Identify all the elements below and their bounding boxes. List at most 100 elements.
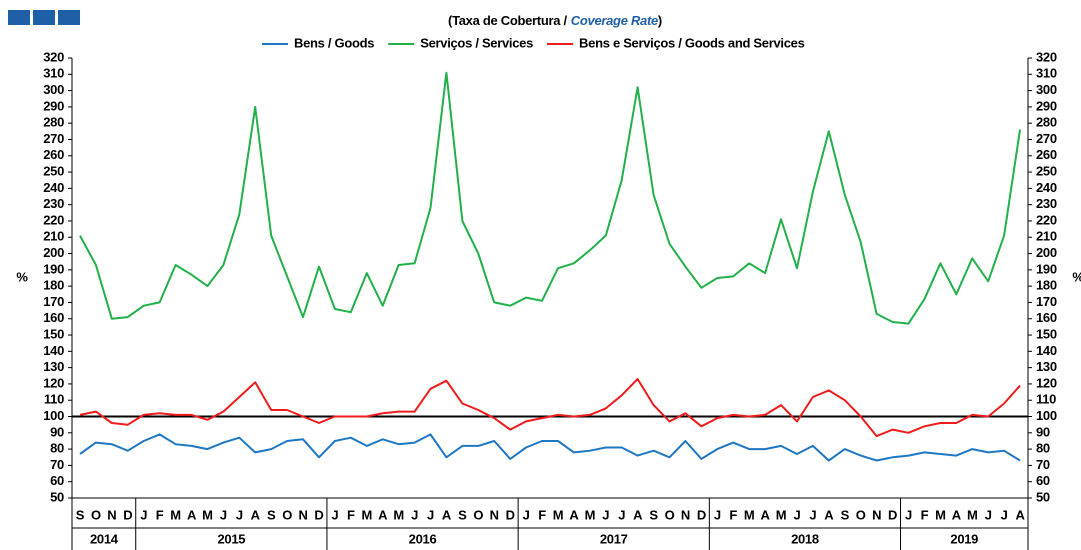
y2-tick-label: 190 [1036, 261, 1057, 276]
x-tick-label: F [921, 507, 929, 522]
y2-tick-label: 270 [1036, 131, 1057, 146]
title-highlight: Coverage Rate [571, 13, 658, 28]
x-tick-label: S [649, 507, 658, 522]
y-tick-label: 70 [50, 457, 64, 472]
x-tick-label: J [1001, 507, 1008, 522]
y-tick-label: 220 [43, 212, 64, 227]
x-tick-label: D [888, 507, 897, 522]
x-tick-label: J [905, 507, 912, 522]
y2-tick-label: 310 [1036, 66, 1057, 81]
series-line [79, 71, 1021, 325]
y-tick-label: 100 [43, 408, 64, 423]
x-tick-label: J [523, 507, 530, 522]
y-tick-label: 180 [43, 278, 64, 293]
x-tick-label: F [729, 507, 737, 522]
x-tick-label: F [347, 507, 355, 522]
x-tick-label: A [187, 507, 197, 522]
y2-tick-label: 250 [1036, 164, 1057, 179]
y2-tick-label: 290 [1036, 98, 1057, 113]
x-tick-label: O [856, 507, 866, 522]
x-tick-label: O [91, 507, 101, 522]
logo-block [33, 10, 55, 25]
x-tick-label: O [282, 507, 292, 522]
y2-tick-label: 70 [1036, 457, 1050, 472]
x-tick-label: M [362, 507, 373, 522]
y2-tick-label: 180 [1036, 278, 1057, 293]
x-tick-label: M [393, 507, 404, 522]
x-tick-label: N [490, 507, 499, 522]
x-tick-label: O [665, 507, 675, 522]
y2-tick-label: 150 [1036, 326, 1057, 341]
y2-tick-label: 140 [1036, 343, 1057, 358]
y2-tick-label: 100 [1036, 408, 1057, 423]
y-tick-label: 190 [43, 261, 64, 276]
y2-tick-label: 300 [1036, 82, 1057, 97]
x-tick-label: A [378, 507, 388, 522]
x-tick-label: F [538, 507, 546, 522]
y2-tick-label: 200 [1036, 245, 1057, 260]
x-tick-label: S [76, 507, 85, 522]
year-label: 2018 [791, 531, 819, 546]
x-tick-label: J [714, 507, 721, 522]
x-tick-label: D [697, 507, 706, 522]
y2-tick-label: 320 [1036, 49, 1057, 64]
x-tick-label: A [1015, 507, 1025, 522]
y-tick-label: 310 [43, 66, 64, 81]
x-tick-label: M [553, 507, 564, 522]
legend-label: Serviços / Services [420, 35, 533, 50]
y-tick-label: 250 [43, 164, 64, 179]
x-tick-label: J [220, 507, 227, 522]
title-end: ) [658, 13, 662, 28]
logo-block [8, 10, 30, 25]
x-tick-label: A [761, 507, 771, 522]
y2-tick-label: 120 [1036, 375, 1057, 390]
y2-tick-label: 90 [1036, 424, 1050, 439]
y2-tick-label: 260 [1036, 147, 1057, 162]
y-tick-label: 140 [43, 343, 64, 358]
x-tick-label: N [681, 507, 690, 522]
x-tick-label: M [967, 507, 978, 522]
y2-tick-label: 50 [1036, 489, 1050, 504]
x-tick-label: O [473, 507, 483, 522]
x-tick-label: N [298, 507, 307, 522]
y-tick-label: 240 [43, 180, 64, 195]
x-tick-label: J [140, 507, 147, 522]
x-tick-label: J [793, 507, 800, 522]
x-tick-label: A [251, 507, 261, 522]
y-tick-label: 280 [43, 115, 64, 130]
x-tick-label: J [602, 507, 609, 522]
y2-axis-label: % [1072, 269, 1081, 284]
y2-tick-label: 240 [1036, 180, 1057, 195]
y-tick-label: 320 [43, 49, 64, 64]
y2-tick-label: 60 [1036, 473, 1050, 488]
x-tick-label: M [170, 507, 181, 522]
y-tick-label: 270 [43, 131, 64, 146]
year-label: 2019 [950, 531, 978, 546]
x-tick-label: A [824, 507, 834, 522]
y-tick-label: 260 [43, 147, 64, 162]
y2-tick-label: 110 [1036, 392, 1056, 407]
x-tick-label: M [585, 507, 596, 522]
y-tick-label: 150 [43, 326, 64, 341]
y-tick-label: 90 [50, 424, 64, 439]
x-tick-label: N [872, 507, 881, 522]
x-tick-label: N [107, 507, 116, 522]
y2-tick-label: 130 [1036, 359, 1057, 374]
x-tick-label: S [267, 507, 276, 522]
x-tick-label: J [809, 507, 816, 522]
legend-label: Bens / Goods [294, 35, 374, 50]
y-tick-label: 300 [43, 82, 64, 97]
y-tick-label: 110 [44, 392, 64, 407]
x-tick-label: A [952, 507, 962, 522]
x-tick-label: J [427, 507, 434, 522]
logo-block [58, 10, 80, 25]
y2-tick-label: 80 [1036, 441, 1050, 456]
y2-tick-label: 280 [1036, 115, 1057, 130]
x-tick-label: J [618, 507, 625, 522]
x-tick-label: D [123, 507, 132, 522]
x-tick-label: M [935, 507, 946, 522]
y-tick-label: 80 [50, 441, 64, 456]
y-tick-label: 60 [50, 473, 64, 488]
y2-tick-label: 230 [1036, 196, 1057, 211]
y-tick-label: 210 [43, 229, 64, 244]
